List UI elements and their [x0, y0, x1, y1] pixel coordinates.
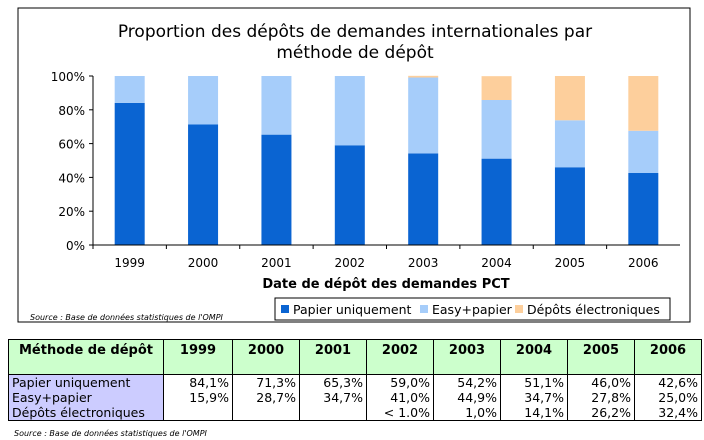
table-cell: 15,9%	[164, 390, 233, 405]
table-cell: 28,7%	[233, 390, 300, 405]
table-source: Source : Base de données statistiques de…	[14, 429, 207, 438]
table-cell: 41,0%	[367, 390, 434, 405]
bar-segment	[188, 125, 218, 245]
table-cell: 54,2%	[434, 375, 501, 391]
table-cell: 65,3%	[300, 375, 367, 391]
table-header-cell: 1999	[164, 340, 233, 375]
table-cell: 71,3%	[233, 375, 300, 391]
table-cell: 26,2%	[568, 405, 635, 421]
table-header-cell: 2002	[367, 340, 434, 375]
table-cell: 34,7%	[300, 390, 367, 405]
x-tick-label: 2001	[261, 256, 292, 270]
y-tick-label: 60%	[58, 138, 85, 152]
legend-swatch	[281, 305, 289, 313]
bar-segment	[335, 145, 365, 245]
table-header-cell: 2006	[635, 340, 702, 375]
legend-swatch	[515, 305, 523, 313]
legend-swatch	[420, 305, 428, 313]
x-tick-label: 2000	[188, 256, 219, 270]
y-tick-label: 80%	[58, 104, 85, 118]
table-row: Dépôts électroniques < 1.0%1,0%14,1%26,2%…	[9, 405, 702, 421]
bar-segment	[628, 76, 658, 131]
x-tick-label: 2002	[335, 256, 366, 270]
table-cell	[233, 405, 300, 421]
legend-label: Easy+papier	[432, 302, 513, 317]
bar-segment	[628, 173, 658, 245]
y-tick-label: 100%	[51, 70, 85, 84]
table-cell: 46,0%	[568, 375, 635, 391]
x-tick-label: 2003	[408, 256, 439, 270]
legend-label: Papier uniquement	[293, 302, 412, 317]
table-cell: 42,6%	[635, 375, 702, 391]
x-tick-label: 2006	[628, 256, 659, 270]
table-cell: 27,8%	[568, 390, 635, 405]
row-label: Easy+papier	[9, 390, 164, 405]
y-tick-label: 0%	[66, 239, 85, 253]
bar-segment	[482, 159, 512, 245]
table-cell: < 1.0%	[367, 405, 434, 421]
x-tick-label: 2005	[555, 256, 586, 270]
bar-segment	[188, 76, 218, 125]
row-label: Dépôts électroniques	[9, 405, 164, 421]
table-row: Easy+papier15,9%28,7%34,7%41,0%44,9%34,7…	[9, 390, 702, 405]
table-cell	[300, 405, 367, 421]
table-header-cell: 2005	[568, 340, 635, 375]
stacked-bar-chart: Proportion des dépôts de demandes intern…	[0, 0, 704, 335]
table-header-cell: Méthode de dépôt	[9, 340, 164, 375]
bar-segment	[482, 76, 512, 100]
table-cell: 25,0%	[635, 390, 702, 405]
row-label: Papier uniquement	[9, 375, 164, 391]
table-cell: 32,4%	[635, 405, 702, 421]
table-cell	[164, 405, 233, 421]
table-header-cell: 2004	[501, 340, 568, 375]
table-header-cell: 2000	[233, 340, 300, 375]
table-header-cell: 2003	[434, 340, 501, 375]
table-row: Papier uniquement84,1%71,3%65,3%59,0%54,…	[9, 375, 702, 391]
table-cell: 59,0%	[367, 375, 434, 391]
table-cell: 14,1%	[501, 405, 568, 421]
bar-segment	[115, 76, 145, 103]
bar-segment	[628, 131, 658, 173]
bar-segment	[555, 120, 585, 167]
bar-segment	[335, 76, 365, 145]
table-cell: 51,1%	[501, 375, 568, 391]
chart-title-line-1: Proportion des dépôts de demandes intern…	[118, 22, 592, 42]
bar-segment	[555, 167, 585, 245]
chart-title-line-2: méthode de dépôt	[276, 43, 434, 63]
bar-segment	[555, 76, 585, 120]
x-axis-label: Date de dépôt des demandes PCT	[262, 277, 509, 292]
legend-label: Dépôts électroniques	[527, 302, 660, 317]
x-tick-label: 2004	[481, 256, 512, 270]
table-cell: 34,7%	[501, 390, 568, 405]
bar-segment	[261, 76, 291, 135]
chart-source: Source : Base de données statistiques de…	[30, 312, 224, 322]
table-header-cell: 2001	[300, 340, 367, 375]
x-tick-label: 1999	[114, 256, 145, 270]
bar-segment	[408, 78, 438, 154]
bar-segment	[482, 100, 512, 159]
bar-segment	[408, 76, 438, 78]
table-cell: 44,9%	[434, 390, 501, 405]
y-tick-label: 20%	[58, 205, 85, 219]
data-table: Méthode de dépôt199920002001200220032004…	[8, 339, 702, 421]
y-tick-label: 40%	[58, 171, 85, 185]
bar-segment	[261, 135, 291, 245]
bar-segment	[408, 153, 438, 245]
bar-segment	[115, 103, 145, 245]
table-cell: 84,1%	[164, 375, 233, 391]
table-cell: 1,0%	[434, 405, 501, 421]
